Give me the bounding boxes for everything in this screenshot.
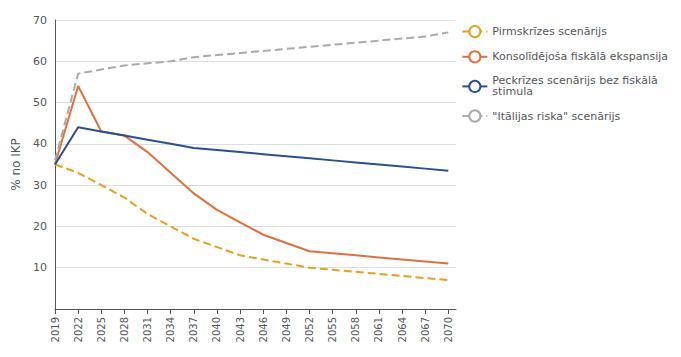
svg-text:stimula: stimula — [492, 85, 533, 98]
svg-text:2058: 2058 — [350, 317, 361, 342]
svg-text:2028: 2028 — [119, 317, 130, 342]
svg-text:"Itālijas riska" scenārijs: "Itālijas riska" scenārijs — [492, 110, 620, 123]
svg-text:10: 10 — [33, 261, 47, 274]
svg-text:2040: 2040 — [211, 317, 222, 342]
svg-text:40: 40 — [33, 137, 47, 150]
svg-text:Konsolīdējoša fiskālā ekspansi: Konsolīdējoša fiskālā ekspansija — [492, 50, 668, 63]
svg-text:30: 30 — [33, 179, 47, 192]
svg-text:2022: 2022 — [73, 317, 84, 342]
svg-text:2025: 2025 — [96, 317, 107, 342]
svg-text:2037: 2037 — [188, 317, 199, 342]
svg-text:2052: 2052 — [304, 317, 315, 342]
svg-text:2046: 2046 — [258, 317, 269, 342]
svg-text:2070: 2070 — [443, 317, 454, 342]
svg-text:2061: 2061 — [373, 317, 384, 342]
svg-text:% no IKP: % no IKP — [9, 138, 23, 191]
svg-text:2043: 2043 — [235, 317, 246, 342]
svg-text:60: 60 — [33, 55, 47, 68]
svg-text:2019: 2019 — [50, 317, 61, 342]
svg-text:Peckrīzes scenārijs bez fiskāl: Peckrīzes scenārijs bez fiskālā — [492, 74, 658, 88]
svg-text:2067: 2067 — [420, 317, 431, 342]
svg-text:2031: 2031 — [142, 317, 153, 342]
svg-text:2064: 2064 — [397, 317, 408, 342]
svg-text:2034: 2034 — [165, 317, 176, 342]
svg-text:50: 50 — [33, 96, 47, 109]
svg-text:70: 70 — [33, 14, 47, 27]
svg-text:2049: 2049 — [281, 317, 292, 342]
svg-text:Pirmskrīzes scenārijs: Pirmskrīzes scenārijs — [492, 25, 607, 38]
svg-text:20: 20 — [33, 220, 47, 233]
svg-text:2055: 2055 — [327, 317, 338, 342]
